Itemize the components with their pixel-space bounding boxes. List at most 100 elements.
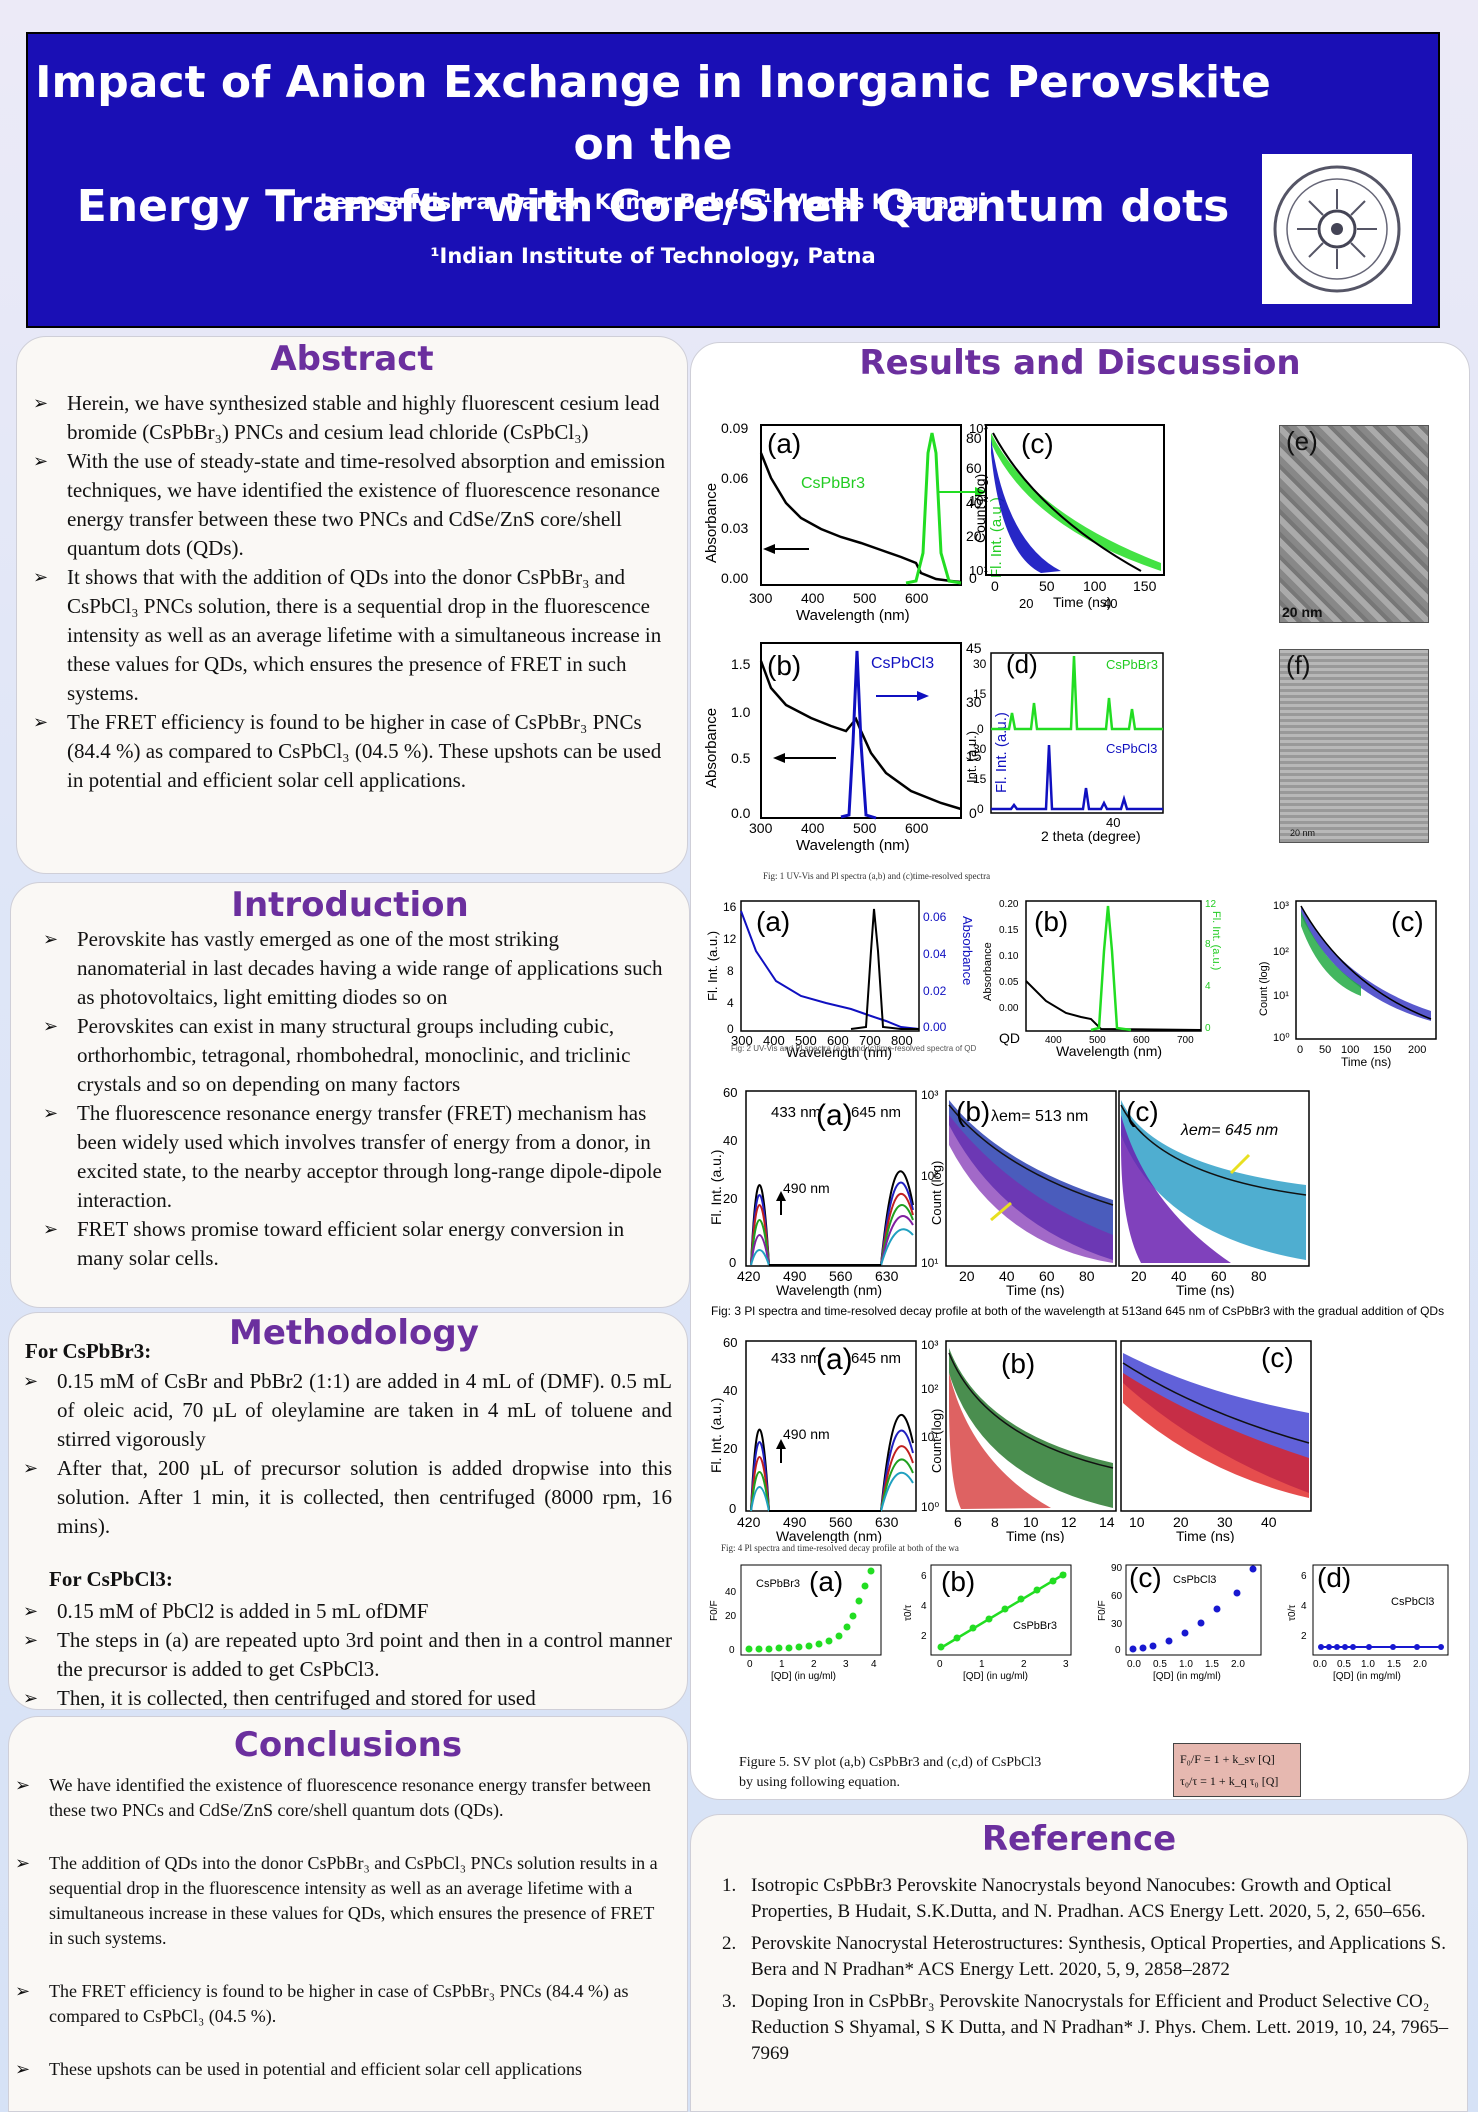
list-item: After that, 200 µL of precursor solution… [17,1454,672,1541]
scale-bar-label: 20 nm [1282,604,1323,620]
fig5d-plot: (d) CsPbCl3 6 4 2 0.0 0.5 1.0 1.5 2.0 [Q… [1287,1562,1449,1681]
arrowhead-icon [763,544,775,554]
tick-label: 630 [875,1514,899,1530]
peak-label: 490 nm [783,1426,830,1442]
fig3c-decay-points [1121,1115,1231,1263]
tick-label: 0 [991,578,999,594]
fig3c-fit-curve [1120,1104,1307,1196]
fig5a-points [745,1567,875,1653]
series-label: CsPbCl3 [1106,741,1157,756]
tick-label: 40 [1261,1514,1277,1530]
fig1d-green-xrd [991,655,1163,731]
tick-label: 10 [1129,1514,1145,1530]
tick-label: 150 [1133,578,1157,594]
tick-label: 60 [1111,1591,1123,1602]
tick-label: 60 [966,460,982,476]
arrowhead-icon [776,1439,786,1449]
axis-label: Fl. Int. (a.u.) [1210,911,1222,970]
qd-label: QD [999,1030,1020,1046]
tick-label: 0.15 [999,925,1019,936]
fig4b-decay-points [949,1348,1113,1508]
panel-label-c: (c) [1261,1342,1294,1373]
axis-label: Fl. Int. (a.u.) [708,1398,724,1473]
tick-label: 300 [731,1033,753,1048]
tick-label: 0.10 [999,951,1019,962]
fig2b-plot: (b) 0.20 0.15 0.10 0.05 0.00 12 8 4 0 40… [982,899,1222,1059]
tick-label: 490 [783,1268,807,1284]
fig2c-green-points [1301,911,1361,996]
tick-label: 300 [749,590,773,606]
reference-panel: Reference Isotropic CsPbBr3 Perovskite N… [690,1814,1468,2112]
tick-label: 490 [783,1514,807,1530]
peak-label: 433 nm [771,1350,821,1367]
panel-label-a: (a) [816,1343,853,1376]
abstract-heading: Abstract [270,339,434,379]
tick-label: 0.04 [923,947,947,961]
list-item: FRET shows promise toward efficient sola… [37,1215,669,1273]
reference-item: Isotropic CsPbBr3 Perovskite Nanocrystal… [741,1873,1467,1925]
axis-label: F0/F [1097,1600,1108,1621]
tick-label: 400 [801,820,825,836]
axis-label: Time (ns) [1053,594,1112,610]
tem-image-e: (e) 20 nm [1279,425,1429,623]
arrow-down-icon [990,1201,1012,1222]
tick-label: 4 [921,1601,927,1612]
results-panel: Results and Discussion (a) CsPbBr3 0.09 … [690,342,1470,1800]
panel-label-c: (c) [1126,1096,1159,1127]
tick-label: 0.00 [923,1020,947,1034]
tick-label: 0.5 [1337,1659,1351,1670]
poster-header: Impact of Anion Exchange in Inorganic Pe… [26,32,1440,328]
tick-label: 40 [966,495,982,511]
tick-label: 12 [723,932,737,946]
introduction-heading: Introduction [231,885,469,925]
title-line-1: Impact of Anion Exchange in Inorganic Pe… [35,57,1271,170]
fig4b-decay-points [949,1373,1051,1509]
sv-equation-1: F₀/F = 1 + k_sv [Q] [1180,1752,1275,1766]
tick-label: 90 [1111,1563,1123,1574]
fig2b-pl-curve [1090,905,1132,1032]
tick-label: 100 [1083,578,1107,594]
tick-label: 4 [1301,1601,1307,1612]
tick-label: 1.5 [731,656,751,672]
fig4c-fit-curve [1122,1362,1310,1444]
list-item: The fluorescence resonance energy transf… [37,1099,669,1215]
fig5b-points [937,1571,1067,1651]
axis-label: Fl. Int. (a.u.) [988,497,1005,578]
tick-label: 0.02 [923,984,947,998]
list-item: The FRET efficiency is found to be highe… [9,1979,667,2029]
axis-label: Count (log) [929,1409,944,1473]
tick-label: 40 [723,1383,737,1398]
tick-label: 3 [1063,1659,1069,1670]
peak-label: 645 nm [851,1350,901,1367]
reference-heading: Reference [981,1819,1177,1859]
tick-label: 0 [729,1255,736,1270]
fig1a-plot: (a) CsPbBr3 0.09 0.06 0.03 0.00 80 60 40… [703,420,1005,624]
list-item: With the use of steady-state and time-re… [27,447,667,563]
fig4-caption: Fig: 4 Pl spectra and time-resolved deca… [721,1543,959,1553]
axis-label: Absorbance [703,483,720,563]
fig4c-plot: (c) 10 20 30 40 Time (ns) [1120,1340,1312,1543]
list-item: Herein, we have synthesized stable and h… [27,389,667,447]
fig4b-plot: (b) 10³ 10² 10¹ 10⁰ 6 8 10 12 14 Time (n… [921,1338,1117,1543]
tick-label: 12 [1205,899,1217,910]
introduction-list: Perovskite has vastly emerged as one of … [37,925,669,1273]
tick-label: 80 [1251,1268,1267,1284]
axis-label: F0/F [709,1600,720,1621]
panel-label-a: (a) [816,1099,853,1132]
fig1-caption: Fig: 1 UV-Vis and Pl spectra (a,b) and (… [763,871,991,881]
tick-label: 700 [1177,1035,1194,1046]
reference-item: Doping Iron in CsPbBr₃ Perovskite Nanocr… [741,1989,1467,2067]
tick-label: 30 [973,742,987,756]
fig4a-spectra [750,1413,914,1512]
tick-label: 0.0 [1313,1659,1327,1670]
fig1c-green-points [991,433,1161,571]
axis-label: [QD] (in mg/ml) [1153,1671,1221,1681]
arrowhead-icon [773,753,785,763]
fig1d-blue-xrd [991,744,1163,811]
fig2-caption: Fig: 2 UV-Vis and Pl spectra (a,b) and (… [731,1044,977,1053]
tick-label: 14 [1099,1514,1115,1530]
affiliation: ¹Indian Institute of Technology, Patna [430,244,876,268]
abstract-list: Herein, we have synthesized stable and h… [27,389,667,795]
tick-label: 50 [1039,578,1055,594]
tick-label: 600 [1133,1035,1150,1046]
